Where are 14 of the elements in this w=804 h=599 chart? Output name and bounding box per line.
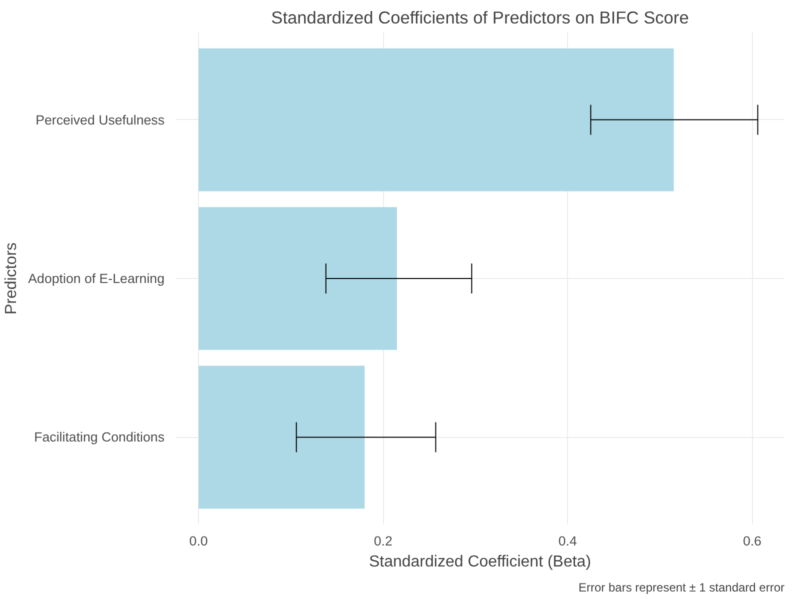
y-tick-label: Perceived Usefulness (36, 112, 165, 128)
x-tick-label: 0.2 (374, 534, 392, 548)
x-tick-label: 0.0 (189, 534, 208, 548)
text: Error bars represent ± 1 standard error (578, 580, 785, 594)
x-tick-label: 0.6 (742, 534, 762, 548)
x-axis-title: Standardized Coefficient (Beta) (368, 554, 592, 570)
bar (198, 48, 674, 192)
bar (198, 366, 365, 509)
y-axis-title: Predictors (3, 242, 20, 315)
x-tick-label: 0.4 (558, 534, 578, 548)
chart-title: Standardized Coefficients of Predictors on BIFC Score (271, 8, 689, 28)
y-tick-label: Adoption of E-Learning (28, 271, 165, 286)
bar (198, 207, 397, 350)
y-tick-label: Facilitating Conditions (34, 430, 165, 445)
